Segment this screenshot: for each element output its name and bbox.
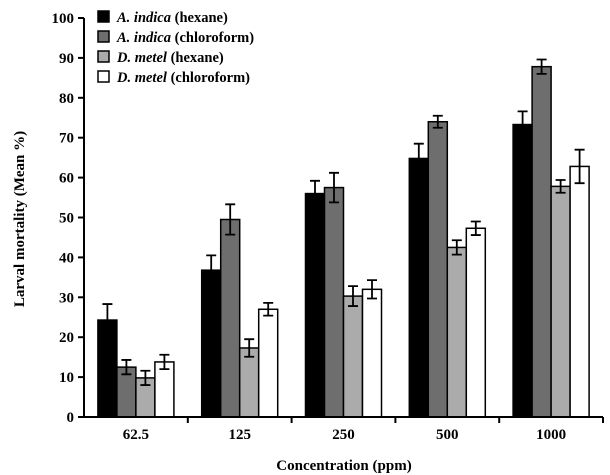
y-tick-label: 10 <box>59 370 74 386</box>
legend-swatch <box>97 70 110 83</box>
bar <box>257 308 279 418</box>
y-tick-label: 80 <box>59 91 74 107</box>
y-axis-ticks: 0 10 20 30 40 50 60 70 80 90 100 <box>52 11 84 426</box>
y-tick-label: 70 <box>59 131 74 147</box>
bar <box>304 192 326 418</box>
x-tick-label: 500 <box>436 427 459 443</box>
bar <box>361 288 383 418</box>
error-bar <box>121 359 132 376</box>
error-bar <box>555 179 566 194</box>
error-bar <box>263 301 274 317</box>
legend-species: D. metel <box>116 70 167 86</box>
bar <box>219 218 241 418</box>
legend-solvent: (chloroform) <box>171 30 254 46</box>
error-bar <box>159 353 170 371</box>
legend-label: A. indica (chloroform) <box>116 30 254 46</box>
bar <box>531 65 552 418</box>
x-axis-title: Concentration (ppm) <box>276 458 411 474</box>
legend-label: A. indica (hexane) <box>116 10 228 26</box>
error-bar <box>413 142 424 175</box>
y-tick-label: 40 <box>59 250 74 266</box>
error-bar <box>470 220 481 236</box>
error-bar <box>225 203 236 236</box>
bar <box>408 157 430 418</box>
y-tick-label: 20 <box>59 330 74 346</box>
x-tick-label: 250 <box>332 427 355 443</box>
legend-swatch <box>97 10 110 23</box>
legend-solvent: (chloroform) <box>167 70 250 86</box>
error-bar <box>140 369 151 386</box>
error-bar <box>244 338 255 358</box>
bar <box>200 269 222 418</box>
legend-species: A. indica <box>116 30 171 46</box>
y-tick-label: 30 <box>59 290 74 306</box>
bar <box>550 185 571 418</box>
error-bar <box>329 171 339 204</box>
bar <box>569 165 590 418</box>
error-bar <box>432 114 443 129</box>
bar <box>238 347 260 418</box>
x-tick-label: 1000 <box>536 427 566 443</box>
legend-species: A. indica <box>116 10 171 26</box>
error-bar <box>536 58 547 75</box>
bar <box>465 227 487 418</box>
error-bar <box>451 239 462 256</box>
bar <box>342 295 364 418</box>
bar <box>427 120 449 418</box>
legend-solvent: (hexane) <box>171 10 228 26</box>
error-bar <box>367 279 377 300</box>
legend-label: D. metel (chloroform) <box>116 70 250 86</box>
y-axis-title: Larval mortality (Mean %) <box>12 131 28 307</box>
y-tick-label: 50 <box>59 211 74 227</box>
x-tick-label: 125 <box>228 427 251 443</box>
y-tick-label: 90 <box>59 51 74 67</box>
legend-solvent: (hexane) <box>167 50 224 66</box>
legend-species: D. metel <box>116 50 167 66</box>
y-tick-label: 0 <box>67 410 75 426</box>
bar <box>154 361 175 418</box>
error-bar <box>517 110 528 139</box>
x-tick-label: 62.5 <box>123 427 149 443</box>
legend-label: D. metel (hexane) <box>116 50 224 66</box>
bars <box>97 58 590 418</box>
error-bar <box>310 179 320 208</box>
error-bar <box>574 148 585 185</box>
bar <box>512 123 533 418</box>
legend-swatch <box>97 50 110 63</box>
error-bar <box>348 285 358 307</box>
error-bar <box>102 303 113 337</box>
bar <box>446 246 468 418</box>
bar <box>323 186 345 418</box>
x-axis-ticks: 62.5 125 250 500 1000 <box>123 417 604 443</box>
y-tick-label: 100 <box>52 11 75 27</box>
legend-swatch <box>97 30 110 43</box>
legend: A. indica (hexane)A. indica (chloroform)… <box>97 10 254 86</box>
error-bar <box>206 254 217 286</box>
y-tick-label: 60 <box>59 171 74 187</box>
